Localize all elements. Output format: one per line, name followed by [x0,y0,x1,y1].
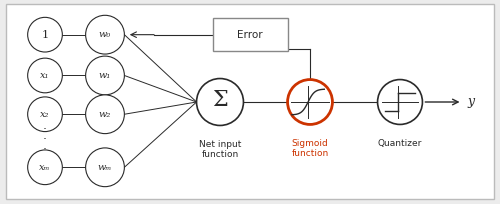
Text: w₂: w₂ [99,110,111,119]
Text: x₁: x₁ [40,71,50,80]
Text: w₀: w₀ [99,30,111,39]
Text: Net input
function: Net input function [199,140,241,159]
Ellipse shape [86,15,124,54]
Text: x₂: x₂ [40,110,50,119]
Ellipse shape [28,58,62,93]
Ellipse shape [288,80,333,124]
FancyBboxPatch shape [6,4,494,199]
Ellipse shape [378,80,422,124]
Ellipse shape [28,150,62,185]
Ellipse shape [196,79,244,125]
Text: wₘ: wₘ [98,163,112,172]
Ellipse shape [86,148,124,187]
Ellipse shape [28,97,62,132]
Ellipse shape [86,95,124,134]
Text: Σ: Σ [212,89,228,111]
FancyBboxPatch shape [212,18,288,51]
Ellipse shape [28,17,62,52]
Text: Quantizer: Quantizer [378,139,422,148]
Text: 1: 1 [42,30,48,40]
Text: Error: Error [237,30,263,40]
Text: Sigmoid
function: Sigmoid function [292,139,329,158]
Text: xₘ: xₘ [39,163,51,172]
Text: y: y [468,95,474,109]
Text: w₁: w₁ [99,71,111,80]
Text: ·
·
·: · · · [43,123,47,156]
Ellipse shape [86,56,124,95]
